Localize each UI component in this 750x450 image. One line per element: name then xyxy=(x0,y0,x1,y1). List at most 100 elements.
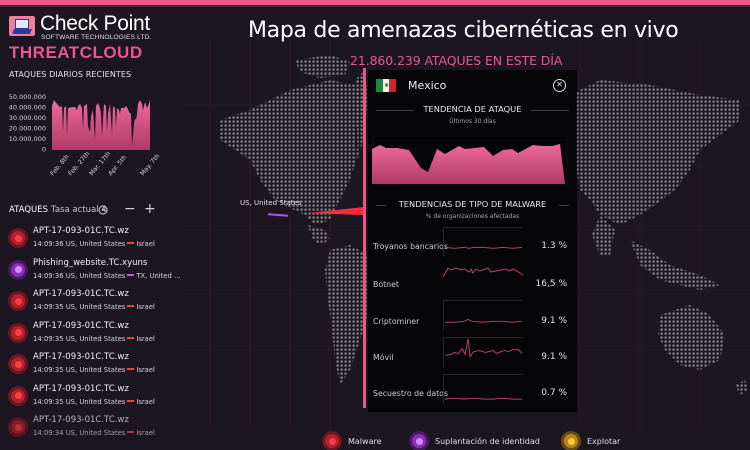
attack-name: APT-17-093-01C.TC.wz xyxy=(33,383,129,394)
arrow-icon xyxy=(127,368,135,370)
y-tick-50m: 50.000.000 xyxy=(9,93,46,101)
x-tick-may-7: May. 7th xyxy=(139,153,161,178)
malware-type-label: Troyanos bancarios xyxy=(373,242,449,251)
malware-row-mobile[interactable]: Móvil 9.1 % xyxy=(368,337,577,369)
malware-row-ransomware[interactable]: Secuestro de datos 0.7 % xyxy=(368,374,577,406)
country-name: Mexico xyxy=(408,79,447,92)
malware-icon xyxy=(8,228,28,248)
malware-trends-title: TENDENCIAS DE TIPO DE MALWARE xyxy=(398,199,547,209)
decrease-rate-button[interactable]: − xyxy=(124,201,136,217)
attack-name: APT-17-093-01C.TC.wz xyxy=(33,320,129,331)
legend-label: Explotar xyxy=(587,436,621,446)
page-title: Mapa de amenazas cibernéticas en vivo xyxy=(248,18,679,43)
malware-row-banking-trojans[interactable]: Troyanos bancarios 1.3 % xyxy=(368,227,577,259)
panel-accent-rail xyxy=(363,68,366,408)
arrow-icon xyxy=(127,431,135,433)
phishing-icon xyxy=(409,431,429,450)
arrow-icon xyxy=(127,399,135,402)
attack-list-item[interactable]: APT-17-093-01C.TC.wz 14:09:35 US, United… xyxy=(8,351,183,383)
attack-list-item[interactable]: APT-17-093-01C.TC.wz 14:09:35 US, United… xyxy=(8,383,183,415)
y-tick-40m: 40.000.000 xyxy=(9,104,46,112)
map-location-label: US, United States xyxy=(240,199,302,207)
company-tagline: SOFTWARE TECHNOLOGIES LTD. xyxy=(41,34,152,41)
sparkline xyxy=(443,227,523,257)
y-tick-20m: 20.000.000 xyxy=(9,125,46,133)
top-accent-bar xyxy=(0,0,750,5)
attacks-label: ATAQUES xyxy=(9,205,49,215)
y-tick-10m: 10.000.000 xyxy=(9,135,46,143)
attack-trend-subtitle: Últimos 30 días xyxy=(449,118,496,125)
attack-rate: Tasa actual 4 xyxy=(51,205,107,215)
y-tick-30m: 30.000.000 xyxy=(9,114,46,122)
attack-trend-chart[interactable] xyxy=(372,136,572,186)
legend-exploit[interactable]: Explotar xyxy=(561,431,620,450)
attack-name: Phishing_website.TC.xyuns xyxy=(33,257,148,268)
y-tick-0: 0 xyxy=(42,146,46,154)
attack-meta: 14:09:34 US, United States Israel xyxy=(33,429,155,437)
malware-icon xyxy=(8,291,28,311)
attack-list-item[interactable]: APT-17-093-01C.TC.wz 14:09:34 US, United… xyxy=(8,414,183,446)
malware-type-value: 1.3 % xyxy=(541,241,567,251)
attack-list-item[interactable]: APT-17-093-01C.TC.wz 14:09:35 US, United… xyxy=(8,320,183,352)
sparkline xyxy=(443,374,523,404)
attack-list-item[interactable]: Phishing_website.TC.xyuns 14:09:36 US, U… xyxy=(8,257,183,289)
malware-type-value: 16,5 % xyxy=(535,279,567,289)
malware-trends-subtitle: % de organizaciones afectadas xyxy=(425,213,520,220)
attack-list: APT-17-093-01C.TC.wz 14:09:36 US, United… xyxy=(8,225,183,446)
sparkline xyxy=(443,337,523,367)
daily-attacks-chart[interactable]: 50.000.000 40.000.000 30.000.000 20.000.… xyxy=(0,84,162,184)
attack-meta: 14:09:35 US, United States Israel xyxy=(33,303,155,311)
threatcloud-logo: THREATCLOUD xyxy=(9,43,143,62)
phishing-icon xyxy=(8,259,28,280)
attack-list-item[interactable]: APT-17-093-01C.TC.wz 14:09:36 US, United… xyxy=(8,225,183,257)
attack-name: APT-17-093-01C.TC.wz xyxy=(33,226,129,236)
legend-label: Malware xyxy=(348,436,382,446)
malware-type-label: Botnet xyxy=(373,280,399,289)
attack-name: APT-17-093-01C.TC.wz xyxy=(33,289,129,299)
malware-row-botnet[interactable]: Botnet 16,5 % xyxy=(368,261,577,293)
malware-type-label: Móvil xyxy=(373,353,394,362)
x-tick-apr-5: Apr. 5th xyxy=(107,154,128,177)
sparkline xyxy=(443,300,523,330)
attack-list-item[interactable]: APT-17-093-01C.TC.wz 14:09:35 US, United… xyxy=(8,288,183,320)
attack-trend-title: TENDENCIA DE ATAQUE xyxy=(423,104,522,114)
attack-meta: 14:09:35 US, United States Israel xyxy=(33,366,155,374)
arrow-icon xyxy=(127,242,135,244)
top-accent-shadow xyxy=(0,5,750,7)
malware-icon xyxy=(8,354,28,374)
sparkline xyxy=(443,267,523,278)
malware-type-value: 9.1 % xyxy=(541,352,567,362)
malware-type-label: Secuestro de datos xyxy=(373,389,449,398)
clock-icon[interactable] xyxy=(98,204,108,218)
close-icon[interactable]: ✕ xyxy=(553,79,566,92)
attack-trend-header: TENDENCIA DE ATAQUE xyxy=(376,104,569,116)
arrow-icon xyxy=(127,273,135,276)
attack-meta: 14:09:35 US, United States Israel xyxy=(33,397,155,406)
attack-meta: 14:09:35 US, United States Israel xyxy=(33,334,155,343)
world-map[interactable] xyxy=(180,40,750,430)
malware-type-value: 0.7 % xyxy=(541,388,567,398)
malware-row-cryptominer[interactable]: Criptominer 9.1 % xyxy=(368,300,577,332)
legend-label: Suplantación de identidad xyxy=(435,436,540,446)
malware-type-label: Criptominer xyxy=(373,317,420,326)
country-panel: Mexico ✕ TENDENCIA DE ATAQUE Últimos 30 … xyxy=(368,70,577,412)
mexico-flag-icon xyxy=(376,79,397,92)
arrow-icon xyxy=(127,336,135,339)
logo-computer-icon xyxy=(9,16,35,36)
increase-rate-button[interactable]: + xyxy=(144,201,156,217)
malware-attack-beam xyxy=(308,207,364,215)
malware-icon xyxy=(8,417,28,437)
exploit-icon xyxy=(561,431,581,450)
attack-name: APT-17-093-01C.TC.wz xyxy=(33,415,129,425)
malware-icon xyxy=(8,322,28,343)
attack-meta: 14:09:36 US, United States Israel xyxy=(33,240,155,248)
legend-malware[interactable]: Malware xyxy=(322,431,382,450)
legend-phishing[interactable]: Suplantación de identidad xyxy=(409,431,540,450)
company-name: Check Point xyxy=(40,12,150,35)
malware-icon xyxy=(8,385,28,406)
attack-name: APT-17-093-01C.TC.wz xyxy=(33,352,129,362)
arrow-icon xyxy=(127,305,135,307)
daily-attacks-title: ATAQUES DIARIOS RECIENTES xyxy=(9,70,132,79)
malware-type-value: 9.1 % xyxy=(541,316,567,326)
